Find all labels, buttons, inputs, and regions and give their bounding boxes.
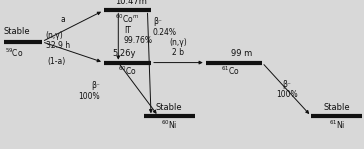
Text: β⁻
100%: β⁻ 100% bbox=[79, 81, 100, 101]
Text: IT
99.76%: IT 99.76% bbox=[124, 26, 153, 45]
Text: (1-a): (1-a) bbox=[47, 57, 66, 66]
Text: $^{61}$Co: $^{61}$Co bbox=[221, 65, 240, 77]
Text: Stable: Stable bbox=[156, 103, 183, 112]
Text: $^{60}$Ni: $^{60}$Ni bbox=[161, 118, 177, 131]
Text: (n,γ)
2 b: (n,γ) 2 b bbox=[170, 38, 187, 57]
Text: a: a bbox=[60, 15, 65, 24]
Text: 10.47m: 10.47m bbox=[115, 0, 147, 6]
Text: Stable: Stable bbox=[323, 103, 350, 112]
Text: 99 m: 99 m bbox=[230, 49, 252, 58]
Text: 5.26y: 5.26y bbox=[112, 49, 135, 58]
Text: (n,γ)
32.9 h: (n,γ) 32.9 h bbox=[46, 31, 70, 50]
Text: β⁻
0.24%: β⁻ 0.24% bbox=[153, 17, 177, 37]
Text: $^{60}$Co: $^{60}$Co bbox=[118, 65, 137, 77]
Text: $^{59}$Co: $^{59}$Co bbox=[5, 46, 24, 59]
Text: Stable: Stable bbox=[4, 27, 30, 36]
Text: $^{61}$Ni: $^{61}$Ni bbox=[329, 118, 345, 131]
Text: β⁻
100%: β⁻ 100% bbox=[276, 80, 297, 99]
Text: $^{60}$Co$^m$: $^{60}$Co$^m$ bbox=[115, 13, 139, 25]
